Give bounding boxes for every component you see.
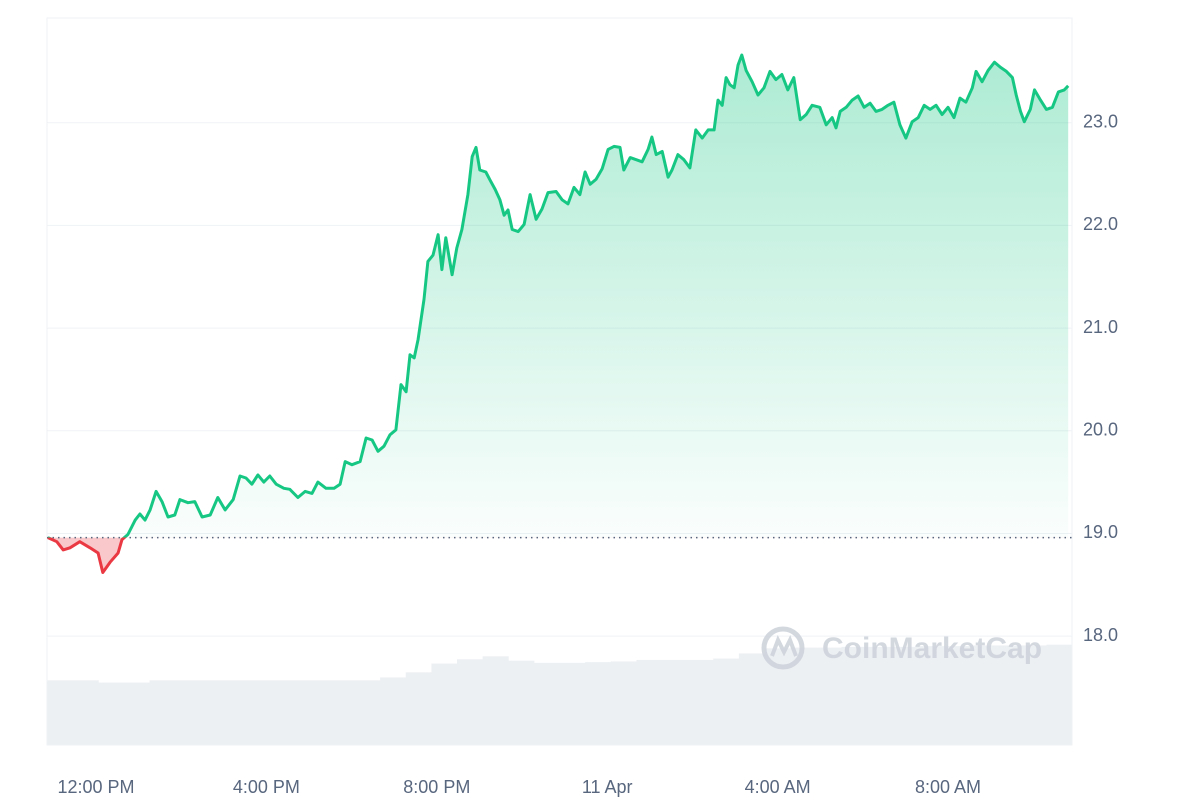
volume-bar [815, 647, 842, 745]
volume-bar [533, 662, 560, 745]
volume-bar [508, 660, 535, 745]
y-tick-label: 23.0 [1083, 111, 1118, 131]
x-tick-label: 8:00 AM [915, 777, 981, 797]
volume-bar [636, 659, 663, 745]
volume-bar [200, 680, 227, 745]
watermark: CoinMarketCap [761, 626, 1042, 670]
plot-layer [47, 53, 1072, 574]
label-layer: 18.0 19.0 20.0 21.0 22.0 23.0 12:00 PM 4:00 PM 8… [57, 111, 1118, 796]
volume-bar [354, 680, 381, 745]
volume-bar [995, 645, 1022, 745]
volume-bar [380, 677, 407, 745]
y-tick-label: 18.0 [1083, 625, 1118, 645]
volume-bar [405, 672, 432, 745]
volume-bar [72, 680, 99, 745]
volume-bar [123, 682, 150, 745]
volume-bar [610, 661, 637, 745]
price-area [47, 55, 1069, 573]
y-tick-label: 22.0 [1083, 214, 1118, 234]
watermark-logo [761, 626, 805, 670]
volume-bar [47, 680, 74, 745]
volume-bar [457, 659, 484, 745]
y-tick-label: 21.0 [1083, 317, 1118, 337]
volume-bar [277, 680, 304, 745]
volume-bar [559, 662, 586, 745]
volume-bar [943, 646, 970, 745]
volume-bar [98, 682, 125, 745]
watermark-text: CoinMarketCap [822, 632, 1042, 665]
volume-bar [303, 680, 330, 745]
volume-bar [1046, 644, 1073, 745]
volume-bar [482, 656, 509, 745]
volume-bar [1020, 645, 1047, 745]
volume-bar [841, 646, 868, 745]
volume-bar [662, 659, 689, 745]
volume-bar [585, 662, 612, 745]
volume-bar [149, 680, 176, 745]
volume-bar [328, 680, 355, 745]
x-tick-label: 8:00 PM [403, 777, 470, 797]
volume-bar [867, 646, 894, 745]
x-tick-label: 11 Apr [582, 777, 633, 797]
volume-layer [47, 644, 1073, 745]
watermark-logo [770, 635, 798, 657]
x-tick-label: 4:00 AM [745, 777, 811, 797]
plot-frame [46, 17, 1073, 746]
y-tick-label: 19.0 [1083, 522, 1118, 542]
x-tick-label: 4:00 PM [233, 777, 300, 797]
volume-bar [969, 645, 996, 745]
volume-bar [687, 659, 714, 745]
volume-bar [226, 680, 253, 745]
volume-bar [252, 680, 279, 745]
price-line [47, 53, 1070, 574]
volume-bar [918, 646, 945, 745]
volume-bar [713, 658, 740, 745]
volume-bar [738, 653, 765, 745]
volume-bar [892, 646, 919, 745]
x-tick-label: 12:00 PM [57, 777, 134, 797]
volume-bar [431, 663, 458, 745]
y-tick-label: 20.0 [1083, 420, 1118, 440]
volume-bar [175, 680, 202, 745]
